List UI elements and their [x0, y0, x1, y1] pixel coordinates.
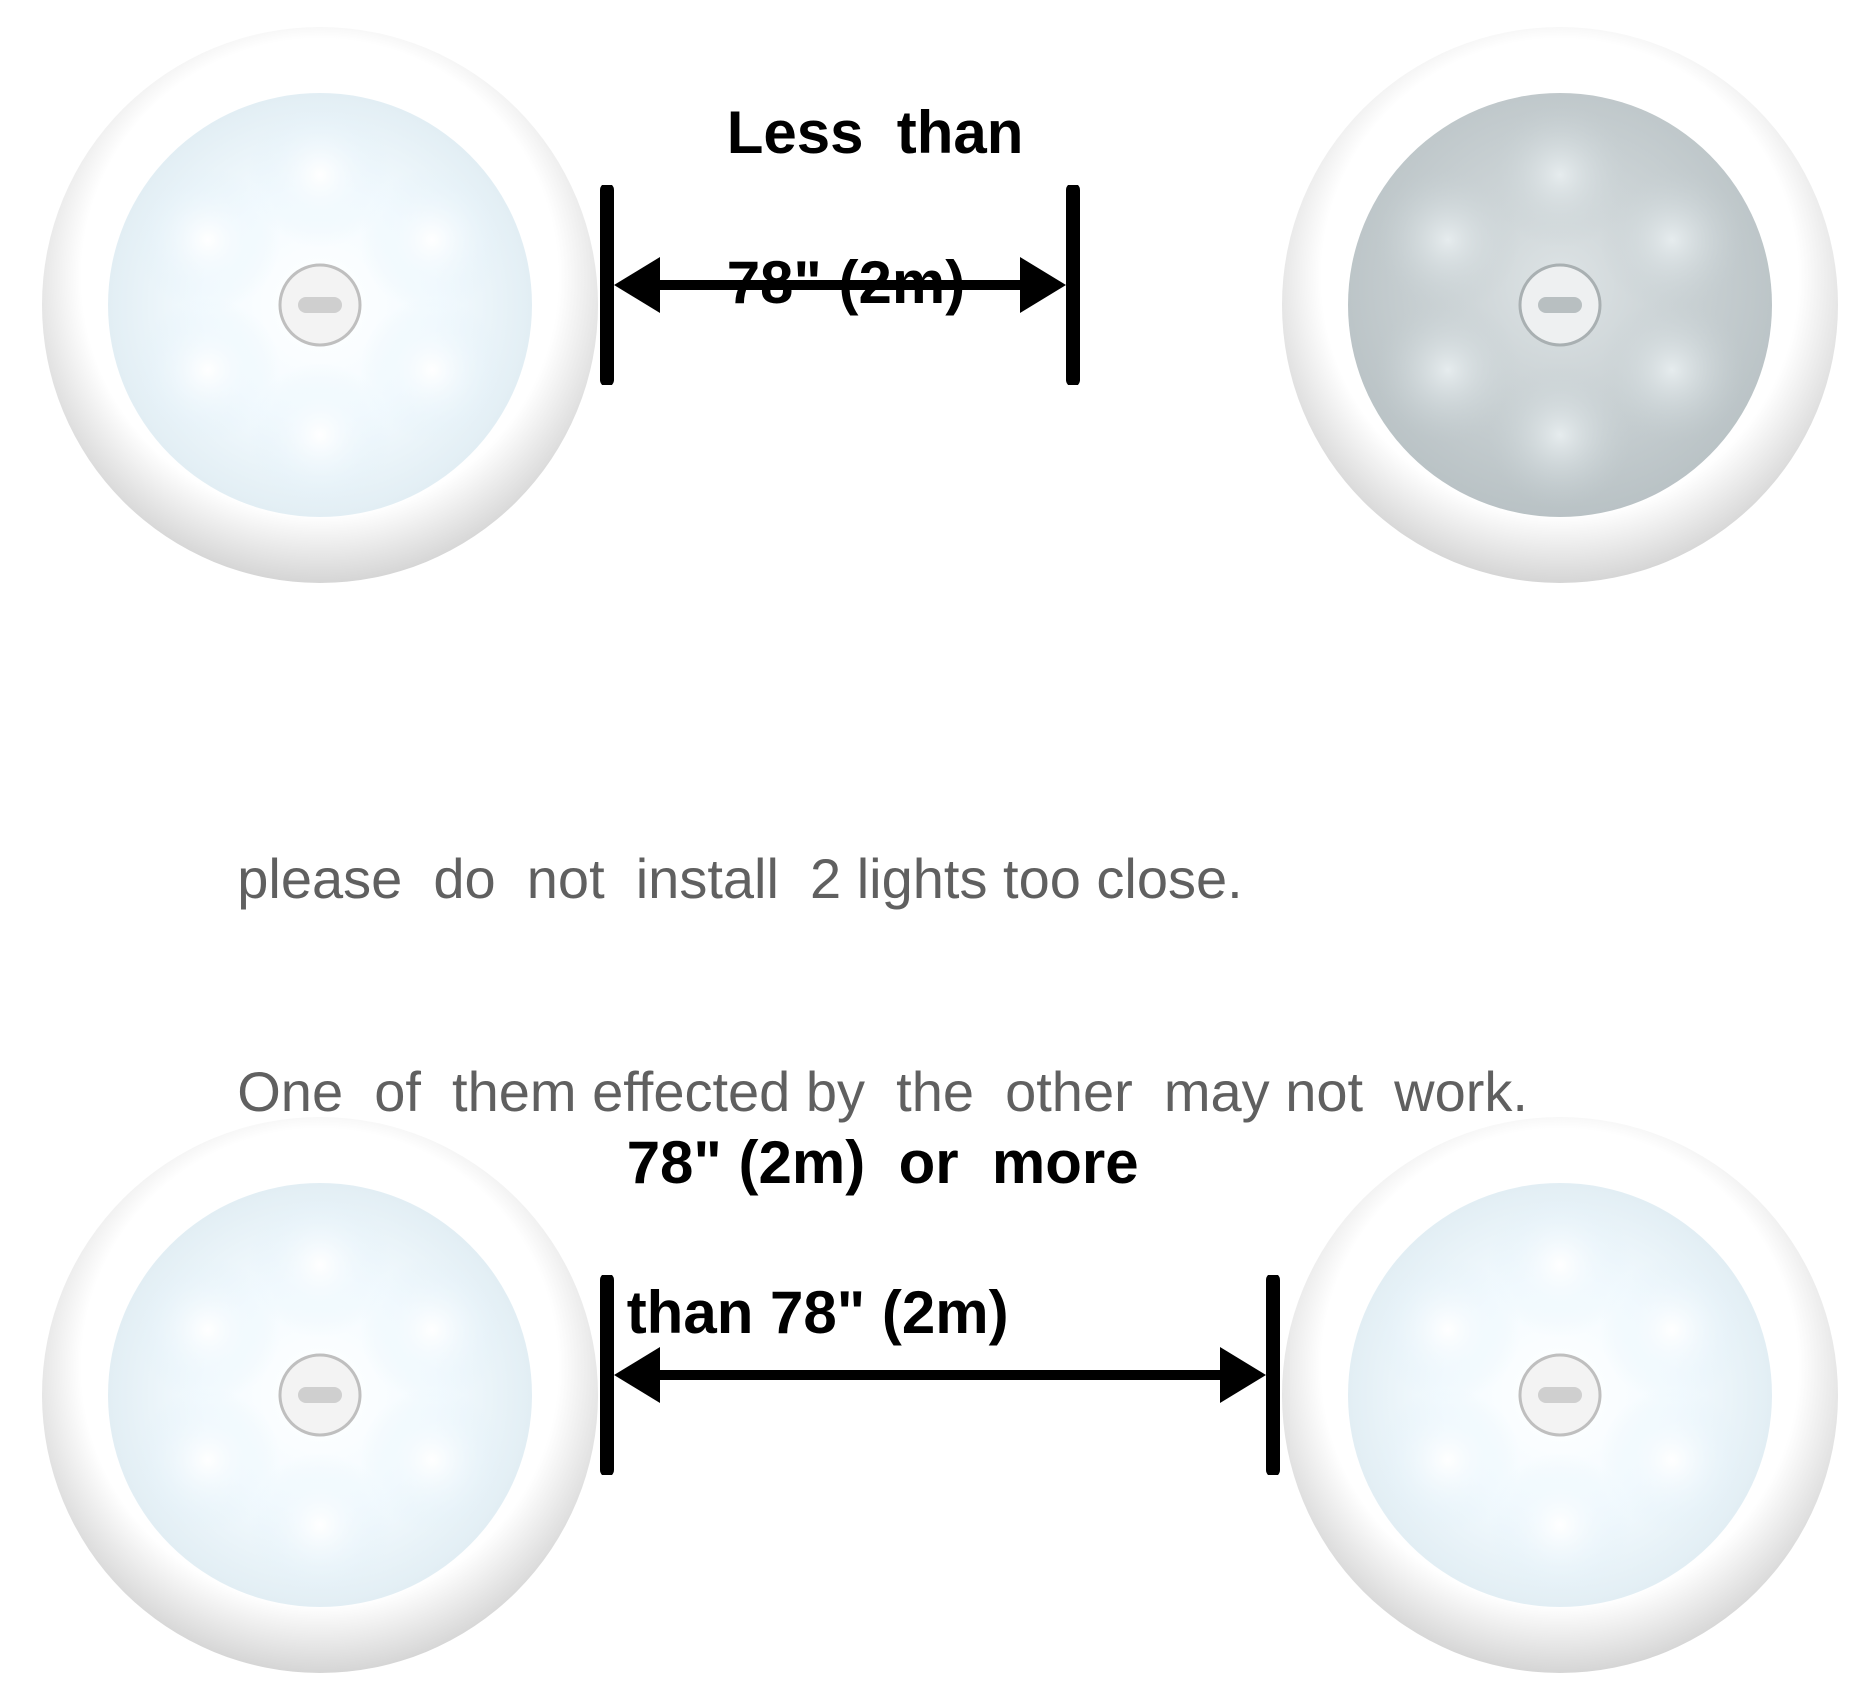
puck-light-top-right: [1280, 25, 1840, 585]
warning-caption-line1: please do not install 2 lights too close…: [237, 847, 1242, 910]
distance-arrow-bottom: [600, 1275, 1280, 1475]
puck-light-top-left: [40, 25, 600, 585]
distance-label-top-line1: Less than: [727, 99, 1024, 166]
distance-arrow-top: [600, 185, 1080, 385]
infographic-canvas: Less than 78" (2m) please do not install…: [0, 0, 1876, 1702]
distance-label-bottom-line1: 78" (2m) or more: [627, 1129, 1139, 1196]
